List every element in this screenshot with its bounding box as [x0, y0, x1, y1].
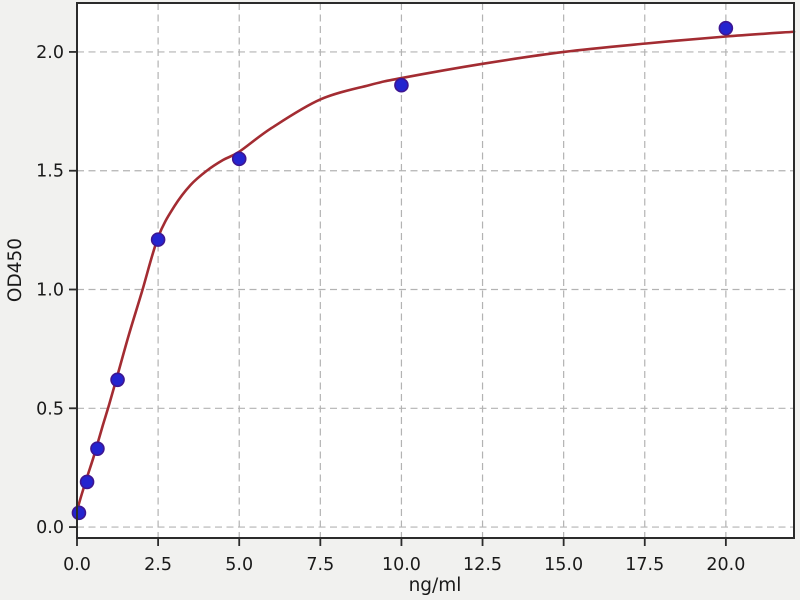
plot-border [76, 2, 795, 539]
y-tick-label: 0.0 [36, 518, 64, 538]
y-tick-label: 2.0 [36, 43, 64, 63]
x-tick-label: 0.0 [63, 555, 91, 575]
y-axis-label: OD450 [5, 238, 26, 302]
x-tick-label: 12.5 [463, 555, 502, 575]
x-tick-label: 7.5 [306, 555, 334, 575]
x-tick-label: 10.0 [382, 555, 421, 575]
y-tick-label: 1.5 [36, 162, 64, 182]
data-point [394, 77, 409, 93]
data-point [110, 372, 125, 388]
x-tick-label: 17.5 [625, 555, 664, 575]
x-axis-label: ng/ml [409, 575, 462, 596]
data-point [71, 505, 87, 521]
data-point [718, 20, 734, 36]
plot-area [77, 3, 794, 538]
x-tick-label: 2.5 [144, 555, 172, 575]
data-point [150, 232, 166, 247]
data-point [90, 441, 105, 456]
x-tick-label: 5.0 [225, 555, 253, 575]
y-tick-label: 1.0 [36, 281, 64, 301]
data-point [79, 474, 95, 490]
data-point [231, 151, 247, 167]
x-tick-label: 20.0 [706, 555, 745, 575]
y-tick-label: 0.5 [36, 399, 64, 419]
x-tick-label: 15.0 [544, 555, 583, 575]
